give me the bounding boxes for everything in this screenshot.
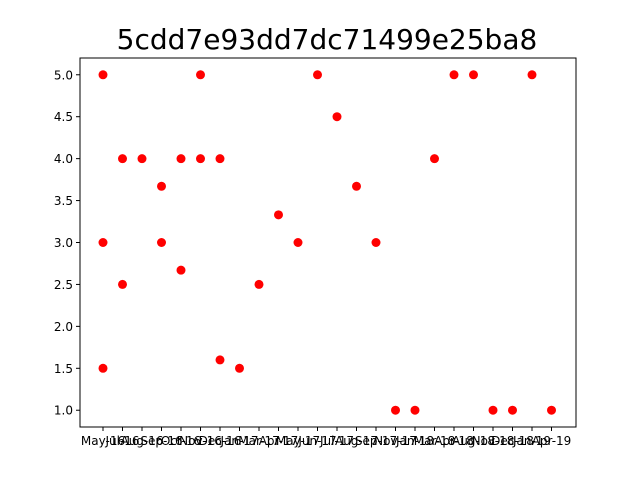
data-point — [235, 363, 244, 373]
data-point — [118, 279, 127, 289]
data-point — [371, 238, 381, 247]
chart-title: 5cdd7e93dd7dc71499e25ba8 — [117, 23, 538, 56]
data-point — [137, 154, 147, 164]
x-tick-label: Aug-18 — [452, 434, 495, 448]
data-point — [313, 70, 322, 80]
data-point — [215, 355, 225, 365]
y-tick-label: 2.0 — [54, 320, 73, 334]
y-tick-label: 3.5 — [54, 194, 73, 208]
data-point — [98, 70, 108, 80]
x-tick-label: Jun-17 — [297, 434, 336, 448]
data-point — [391, 405, 400, 415]
y-tick-label: 4.0 — [54, 152, 73, 166]
data-point — [508, 405, 517, 415]
y-axis: 1.0 1.5 2.0 2.5 3.0 3.5 4.0 4.5 5.0 — [54, 68, 80, 418]
x-tick-label: May-17 — [276, 434, 320, 448]
data-point — [430, 154, 439, 164]
x-tick-label: Aug-16 — [120, 434, 163, 448]
data-point — [488, 405, 498, 415]
x-tick-label: Dec-18 — [491, 434, 534, 448]
data-points — [98, 70, 556, 415]
y-tick-label: 3.0 — [54, 236, 73, 250]
x-tick-label: Nov-18 — [472, 434, 515, 448]
y-tick-label: 1.5 — [54, 362, 73, 376]
x-tick-label: Nov-17 — [374, 434, 417, 448]
data-point — [449, 70, 459, 80]
x-tick-label: Mar-17 — [238, 434, 279, 448]
y-tick-label: 1.0 — [54, 404, 73, 418]
x-tick-label: Apr-19 — [532, 434, 572, 448]
data-point — [274, 210, 283, 220]
y-tick-label: 2.5 — [54, 278, 73, 292]
data-point — [157, 238, 166, 247]
x-tick-label: Jan-18 — [395, 434, 434, 448]
x-tick-label: Mar-18 — [414, 434, 455, 448]
x-tick-label: Jul-16 — [104, 434, 139, 448]
x-tick-label: Apr-17 — [259, 434, 299, 448]
data-point — [215, 154, 225, 164]
data-point — [176, 265, 186, 275]
data-point — [176, 154, 186, 164]
data-point — [98, 238, 108, 247]
x-tick-label: Aug-17 — [335, 434, 378, 448]
data-point — [196, 154, 205, 164]
data-point — [293, 238, 303, 247]
x-tick-label: Apr-18 — [434, 434, 474, 448]
y-tick-label: 5.0 — [54, 68, 73, 82]
x-tick-label: Sep-16 — [140, 434, 182, 448]
data-point — [157, 181, 166, 191]
x-tick-label: May-16 — [81, 434, 125, 448]
data-point — [352, 181, 361, 191]
data-point — [527, 70, 537, 80]
x-tick-label: Jan-17 — [219, 434, 258, 448]
y-tick-label: 4.5 — [54, 110, 73, 124]
data-point — [118, 154, 127, 164]
data-point — [547, 405, 556, 415]
x-tick-label: Nov-16 — [179, 434, 222, 448]
data-point — [469, 70, 478, 80]
x-tick-label: Oct-16 — [161, 434, 201, 448]
x-tick-label: Jul-17 — [319, 434, 354, 448]
data-point — [332, 112, 342, 122]
plot-frame — [79, 57, 577, 428]
data-point — [196, 70, 205, 80]
data-point — [98, 363, 108, 373]
x-axis: May-16Jul-16Aug-16Sep-16Oct-16Nov-16Dec-… — [81, 427, 571, 448]
data-point — [254, 279, 264, 289]
x-tick-label: Jan-19 — [512, 434, 551, 448]
data-point — [410, 405, 420, 415]
x-tick-label: Dec-16 — [199, 434, 242, 448]
x-tick-label: Sep-17 — [355, 434, 397, 448]
